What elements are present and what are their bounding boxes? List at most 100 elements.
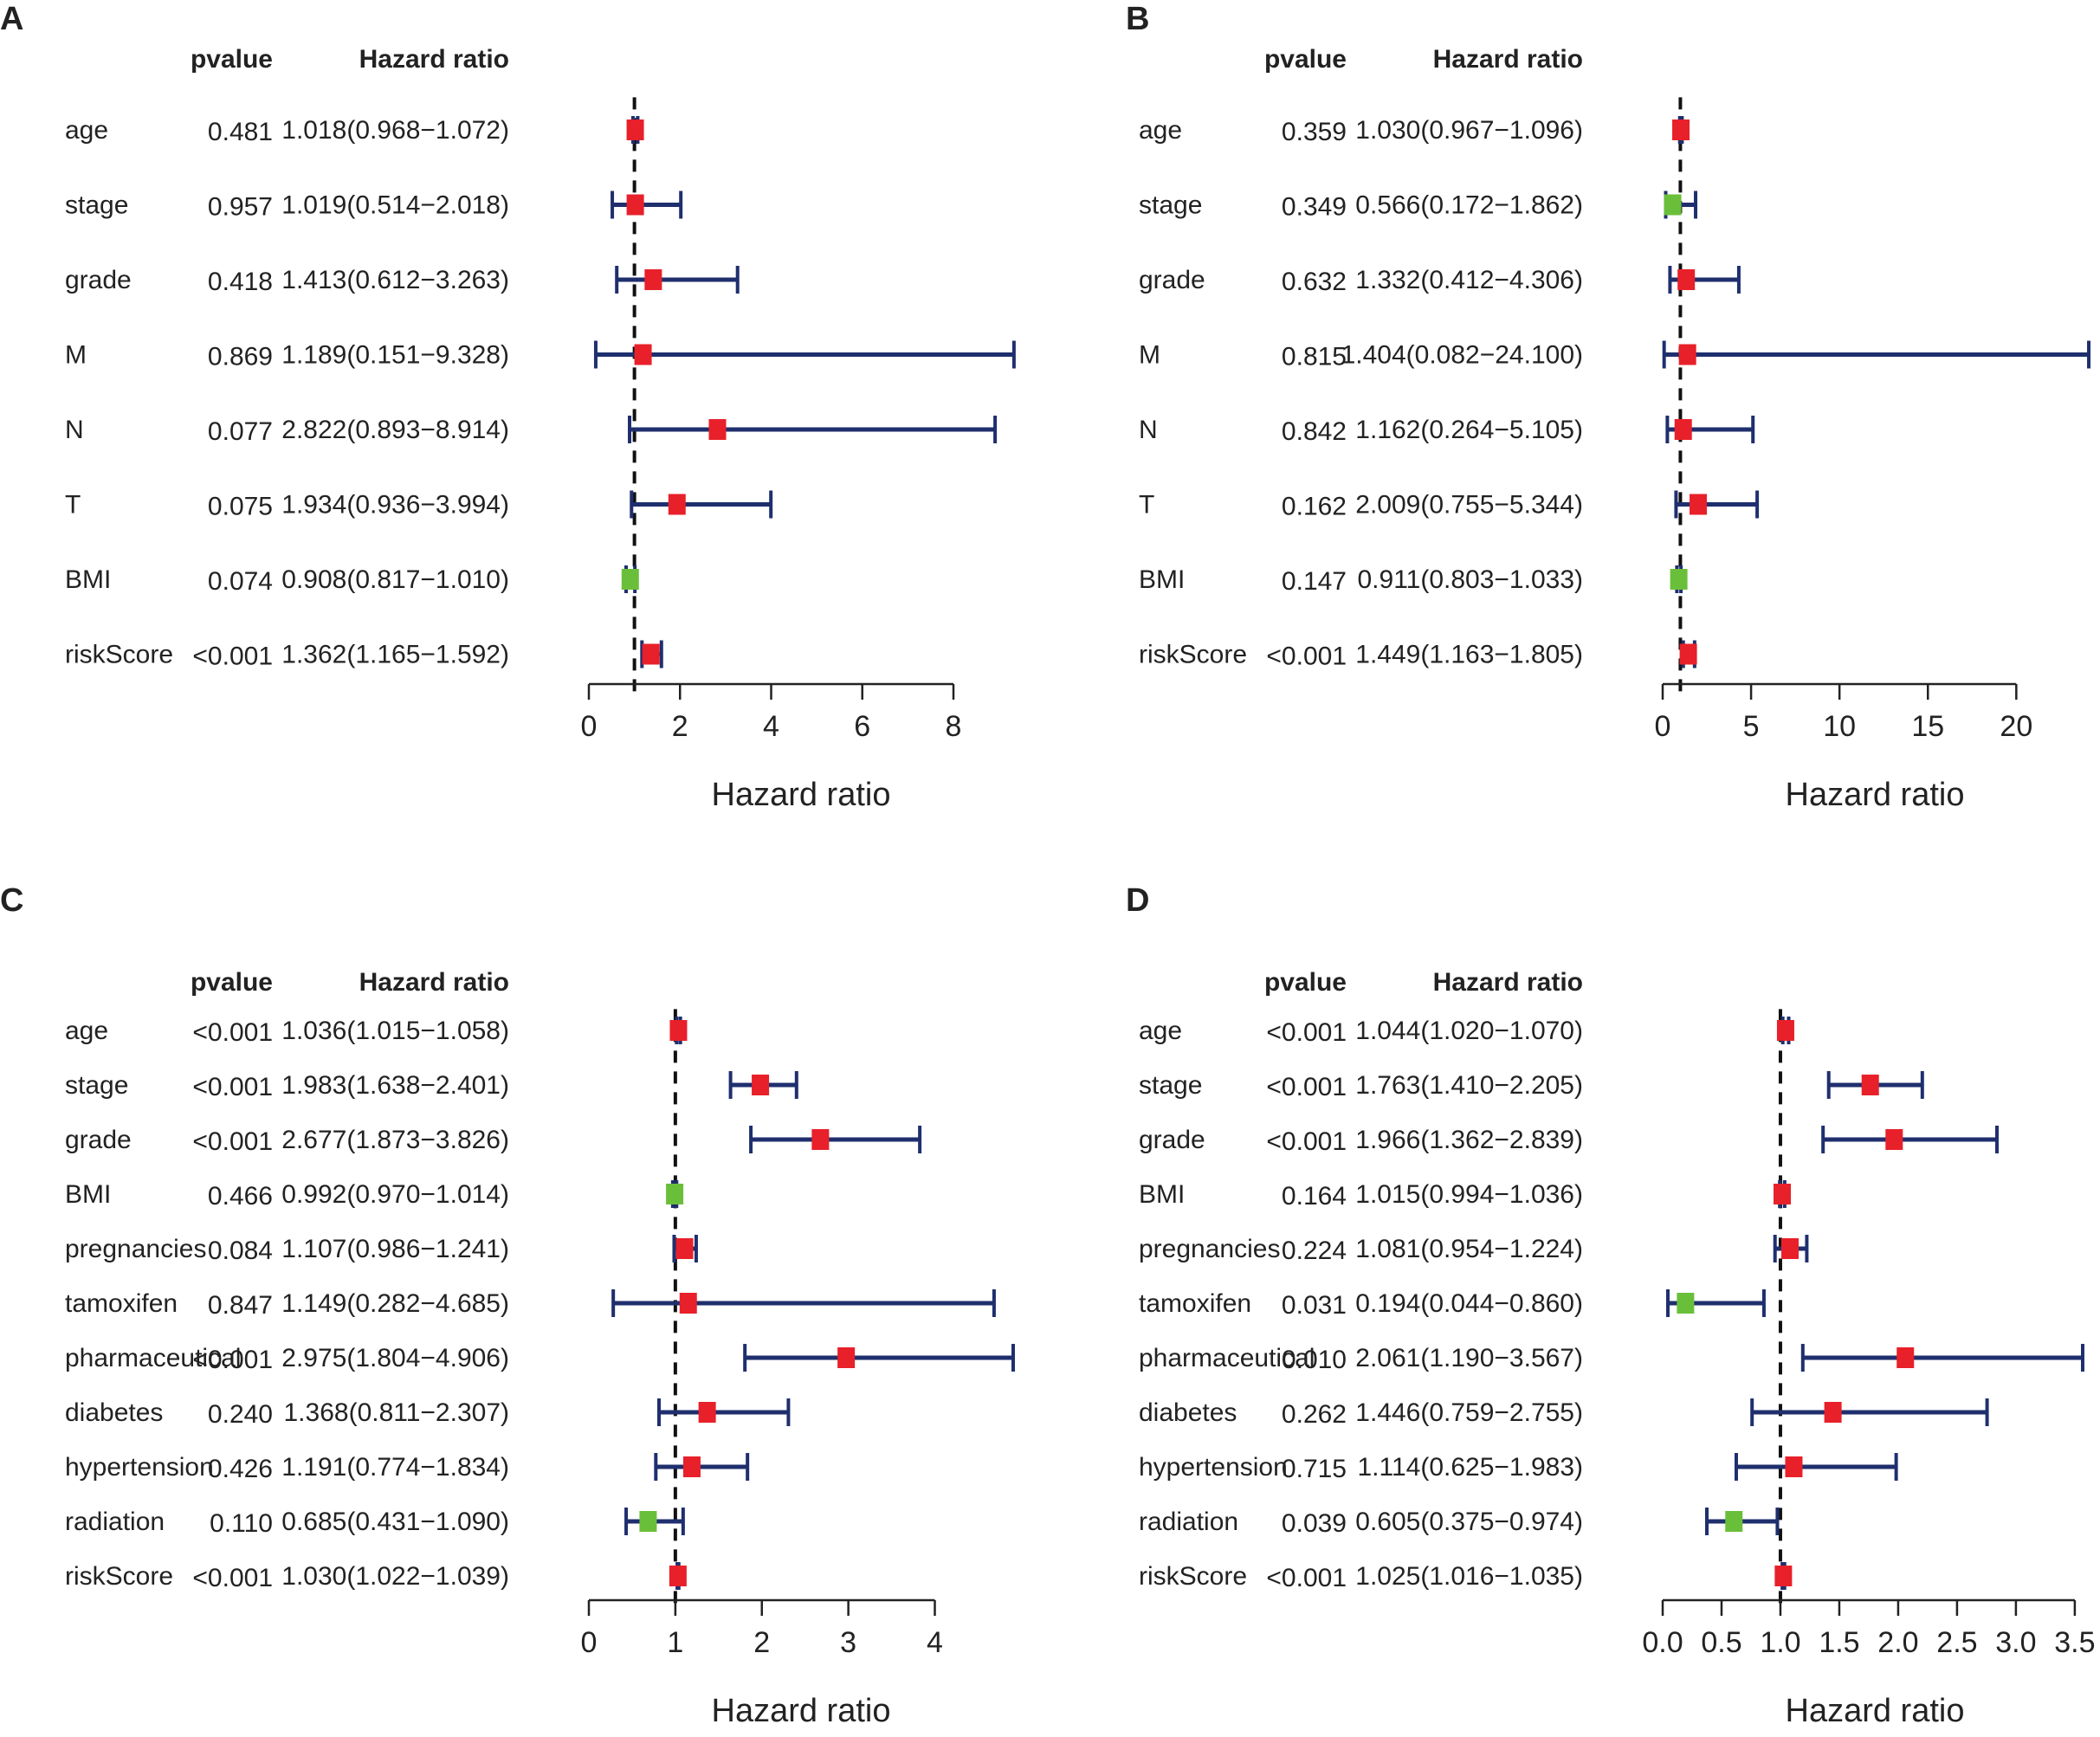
table-row: diabetes 0.262 1.446(0.759−2.755) xyxy=(1139,1398,1989,1429)
row-pvalue: 0.031 xyxy=(1282,1291,1347,1320)
row-hazard-ratio: 1.025(1.016−1.035) xyxy=(1355,1562,1583,1591)
x-tick-label: 20 xyxy=(2000,710,2032,743)
hazard-ratio-point xyxy=(1824,1402,1842,1423)
x-axis-label: Hazard ratio xyxy=(1786,1693,1965,1729)
row-pvalue: 0.481 xyxy=(208,118,273,146)
hazard-ratio-point xyxy=(626,119,644,140)
row-hazard-ratio: 0.566(0.172−1.862) xyxy=(1355,191,1583,220)
row-label: BMI xyxy=(65,565,111,594)
row-label: stage xyxy=(1139,191,1202,220)
hazard-ratio-point xyxy=(679,1293,697,1314)
row-hazard-ratio: 1.162(0.264−5.105) xyxy=(1355,416,1583,444)
row-label: radiation xyxy=(1139,1508,1238,1536)
table-row: T 0.162 2.009(0.755−5.344) xyxy=(1139,490,1760,521)
row-label: riskScore xyxy=(1139,641,1247,669)
hazard-ratio-point xyxy=(1885,1129,1903,1150)
x-tick-label: 10 xyxy=(1823,710,1856,743)
row-hazard-ratio: 1.018(0.968−1.072) xyxy=(281,116,509,145)
table-row: age <0.001 1.036(1.015−1.058) xyxy=(65,1017,688,1047)
row-pvalue: 0.010 xyxy=(1282,1346,1347,1374)
row-hazard-ratio: 1.413(0.612−3.263) xyxy=(281,266,509,294)
row-pvalue: 0.039 xyxy=(1282,1509,1347,1538)
row-pvalue: 0.359 xyxy=(1282,118,1347,146)
x-tick-label: 3.5 xyxy=(2054,1626,2095,1659)
row-hazard-ratio: 0.911(0.803−1.033) xyxy=(1358,565,1584,594)
hazard-ratio-header: Hazard ratio xyxy=(1433,45,1583,74)
row-pvalue: 0.075 xyxy=(208,493,273,521)
hazard-ratio-point xyxy=(669,1566,687,1586)
row-label: BMI xyxy=(65,1180,111,1209)
row-label: pregnancies xyxy=(1139,1235,1280,1263)
x-tick-label: 3 xyxy=(840,1626,856,1659)
row-pvalue: 0.147 xyxy=(1282,567,1347,596)
table-row: pregnancies 0.084 1.107(0.986−1.241) xyxy=(65,1235,698,1265)
row-hazard-ratio: 1.107(0.986−1.241) xyxy=(281,1235,509,1263)
x-tick-label: 6 xyxy=(854,710,870,743)
x-tick-label: 1 xyxy=(667,1626,683,1659)
row-label: grade xyxy=(1139,1126,1205,1154)
row-label: riskScore xyxy=(65,641,173,669)
row-hazard-ratio: 0.605(0.375−0.974) xyxy=(1355,1508,1583,1536)
row-pvalue: 0.084 xyxy=(208,1237,273,1265)
hazard-ratio-point xyxy=(634,344,652,365)
table-row: BMI 0.466 0.992(0.970−1.014) xyxy=(65,1180,684,1211)
row-label: diabetes xyxy=(65,1398,163,1427)
x-axis-label: Hazard ratio xyxy=(712,777,891,813)
row-hazard-ratio: 2.677(1.873−3.826) xyxy=(281,1126,509,1154)
row-label: stage xyxy=(1139,1071,1202,1100)
row-hazard-ratio: 1.030(0.967−1.096) xyxy=(1355,116,1583,145)
x-tick-label: 8 xyxy=(946,710,962,743)
x-axis: 0.0 0.5 1.0 1.5 2.0 2.5 3.0 3.5 Hazard ratio xyxy=(1642,1598,2096,1729)
hazard-ratio-point xyxy=(1861,1075,1879,1095)
table-row: age 0.359 1.030(0.967−1.096) xyxy=(1139,116,1690,146)
hazard-ratio-point xyxy=(837,1347,856,1368)
row-label: M xyxy=(65,341,87,370)
pvalue-header: pvalue xyxy=(1264,45,1347,74)
hazard-ratio-point xyxy=(626,194,644,216)
x-axis-label: Hazard ratio xyxy=(712,1693,891,1729)
x-tick-label: 15 xyxy=(1911,710,1944,743)
table-row: pharmaceutical<0.001 2.975(1.804−4.906) xyxy=(65,1344,1015,1374)
x-tick-label: 4 xyxy=(763,710,779,743)
row-pvalue: 0.957 xyxy=(208,193,273,222)
row-pvalue: 0.162 xyxy=(1282,493,1347,521)
hazard-ratio-point xyxy=(752,1075,770,1095)
row-pvalue: <0.001 xyxy=(192,1127,273,1156)
table-row: tamoxifen 0.847 1.149(0.282−4.685) xyxy=(65,1289,996,1320)
hazard-ratio-point xyxy=(1776,1020,1794,1041)
table-row: BMI 0.074 0.908(0.817−1.010) xyxy=(65,565,639,596)
row-pvalue: 0.869 xyxy=(208,343,273,371)
row-hazard-ratio: 1.983(1.638−2.401) xyxy=(281,1071,509,1100)
row-hazard-ratio: 1.114(0.625−1.983) xyxy=(1358,1453,1584,1482)
row-pvalue: <0.001 xyxy=(1266,1018,1347,1047)
table-row: age <0.001 1.044(1.020−1.070) xyxy=(1139,1017,1794,1047)
x-axis-label: Hazard ratio xyxy=(1786,777,1965,813)
table-row: grade 0.632 1.332(0.412−4.306) xyxy=(1139,266,1741,296)
hazard-ratio-point xyxy=(1677,269,1696,290)
row-label: diabetes xyxy=(1139,1398,1237,1427)
row-pvalue: 0.842 xyxy=(1282,417,1347,446)
row-label: radiation xyxy=(65,1508,165,1536)
panel-label: A xyxy=(0,1,23,37)
hazard-ratio-header: Hazard ratio xyxy=(359,968,509,997)
table-row: N 0.077 2.822(0.893−8.914) xyxy=(65,416,998,446)
table-row: BMI 0.147 0.911(0.803−1.033) xyxy=(1139,565,1688,596)
row-label: age xyxy=(65,1017,108,1045)
hazard-ratio-point xyxy=(1677,1293,1695,1314)
hazard-ratio-point xyxy=(1672,119,1690,140)
row-label: pregnancies xyxy=(65,1235,206,1263)
row-hazard-ratio: 1.036(1.015−1.058) xyxy=(281,1017,509,1045)
x-tick-label: 1.0 xyxy=(1760,1626,1800,1659)
hazard-ratio-point xyxy=(1674,419,1692,440)
x-axis: 0 1 2 3 4 Hazard ratio xyxy=(581,1598,943,1729)
row-pvalue: <0.001 xyxy=(1266,1127,1347,1156)
table-row: BMI 0.164 1.015(0.994−1.036) xyxy=(1139,1180,1792,1211)
row-label: grade xyxy=(65,1126,132,1154)
table-row: stage <0.001 1.983(1.638−2.401) xyxy=(65,1071,798,1101)
